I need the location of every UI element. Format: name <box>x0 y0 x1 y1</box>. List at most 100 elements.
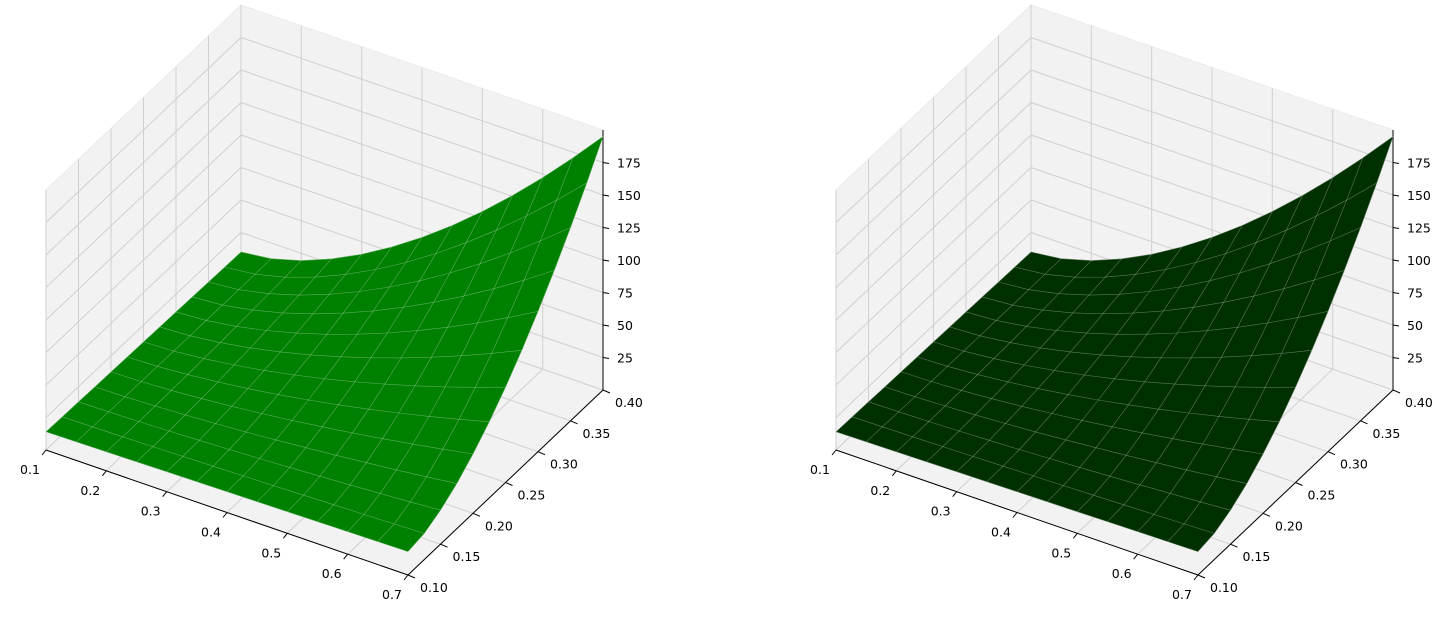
y-tick-label: 0.40 <box>615 395 643 410</box>
y-tick-label: 0.15 <box>1243 549 1271 564</box>
surface-wire <box>347 177 543 532</box>
surface <box>45 135 604 552</box>
z-tick-label: 150 <box>617 188 641 203</box>
x-tick <box>1072 533 1078 539</box>
surface-wire <box>62 416 425 534</box>
z-tick-label: 50 <box>1407 318 1423 333</box>
x-tick <box>162 491 168 497</box>
y-tick <box>407 574 416 579</box>
z-tick-label: 25 <box>1407 351 1423 366</box>
z-tick-label: 75 <box>1407 286 1423 301</box>
z-tick <box>602 227 610 229</box>
x-tick <box>1012 512 1018 518</box>
y-tick <box>1295 482 1303 486</box>
surface-wire <box>78 401 441 511</box>
chart-panel-2: 0.1 0.2 0.3 0.4 0.5 0.6 0.7 0.10 0.15 0.20 0.25 0.3… <box>810 3 1433 602</box>
z-tick-label: 75 <box>617 286 633 301</box>
z-tick <box>1392 162 1400 164</box>
z-tick <box>1392 324 1400 327</box>
x-tick-label: 0.3 <box>931 504 951 519</box>
x-tick-label: 0.4 <box>201 525 221 540</box>
y-tick <box>440 543 448 548</box>
y-tick <box>1327 451 1336 456</box>
x-tick-label: 0.4 <box>991 525 1011 540</box>
z-tick <box>1392 357 1400 359</box>
y-tick-label: 0.40 <box>1405 395 1433 410</box>
z-tick-label: 25 <box>617 351 633 366</box>
surface-wire <box>317 195 513 522</box>
x-tick <box>282 533 288 539</box>
x-tick-label: 0.6 <box>322 566 342 581</box>
surface-wire <box>106 260 302 453</box>
x-tick <box>403 574 409 581</box>
y-tick-label: 0.20 <box>1275 518 1303 533</box>
surface-wire <box>865 258 1062 443</box>
z-tick <box>602 194 610 197</box>
surface-wire <box>166 254 362 472</box>
y-tick-label: 0.25 <box>1308 488 1336 503</box>
gridline-z <box>835 101 1394 288</box>
y-tick-label: 0.35 <box>583 426 611 441</box>
surface-wire <box>110 371 474 455</box>
x-tick-label: 0.7 <box>1172 587 1192 602</box>
y-tick-label: 0.25 <box>518 488 546 503</box>
surface-wire <box>1107 195 1303 522</box>
surface-wire <box>196 246 393 482</box>
z-tick-label: 175 <box>1407 156 1431 171</box>
z-tick-label: 100 <box>1407 253 1431 268</box>
surface-wire <box>1197 136 1394 552</box>
surface-wire <box>998 227 1361 296</box>
surface-patch <box>835 416 883 443</box>
y-tick <box>505 482 513 486</box>
x-tick-label: 0.3 <box>141 504 161 519</box>
z-tick <box>602 259 610 262</box>
y-tick <box>1360 420 1368 425</box>
z-tick <box>1392 259 1400 262</box>
x-tick-label: 0.1 <box>810 462 830 477</box>
x-tick <box>222 512 228 518</box>
gridline-z <box>45 69 604 256</box>
surface-wire <box>933 341 1296 388</box>
z-tick-label: 50 <box>617 318 633 333</box>
surface-wire <box>1014 182 1377 278</box>
y-tick <box>472 512 481 517</box>
surface-wire <box>75 258 272 443</box>
surface-wire <box>1046 225 1243 502</box>
surface-wire <box>159 326 522 359</box>
x-tick-label: 0.7 <box>382 587 402 602</box>
y-tick <box>1197 574 1206 579</box>
y-tick-label: 0.20 <box>485 518 513 533</box>
y-tick <box>1262 512 1271 517</box>
y-tick <box>1392 389 1401 394</box>
z-tick <box>1392 194 1400 197</box>
surface-wire <box>224 182 587 278</box>
surface-wire <box>377 157 574 542</box>
y-tick-label: 0.30 <box>550 457 578 472</box>
x-tick <box>41 449 47 456</box>
gridline-z <box>45 101 604 288</box>
y-tick-label: 0.30 <box>1340 457 1368 472</box>
z-tick <box>602 357 610 359</box>
z-tick <box>1392 292 1400 294</box>
z-tick <box>1392 227 1400 229</box>
surface-wire <box>949 326 1312 359</box>
surface-wire <box>240 136 604 261</box>
surface-wire <box>917 356 1280 423</box>
surface <box>835 135 1394 552</box>
surface-wire <box>1016 237 1213 492</box>
surface-wire <box>1077 211 1273 512</box>
z-tick <box>602 162 610 164</box>
z-tick <box>602 324 610 327</box>
x-tick <box>1133 553 1139 560</box>
surface-wire <box>1167 157 1364 542</box>
z-tick-label: 175 <box>617 156 641 171</box>
x-tick <box>343 553 349 560</box>
surface-wire <box>287 211 483 512</box>
z-tick <box>602 292 610 294</box>
surface-wire <box>982 270 1345 315</box>
surface-wire <box>956 254 1152 472</box>
z-tick-label: 125 <box>617 221 641 236</box>
surface-wire <box>835 431 1199 552</box>
gridline-z <box>835 69 1394 256</box>
